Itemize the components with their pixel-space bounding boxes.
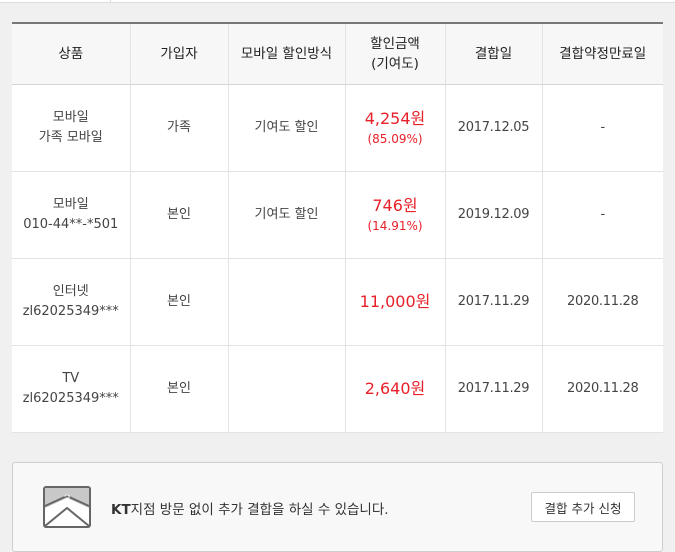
subscriber-cell: 본인 bbox=[130, 171, 229, 259]
product-cell: TV zl62025349*** bbox=[12, 345, 131, 433]
bundle-discount-table: 상품 가입자 모바일 할인방식 할인금액 (기여도) 결합일 결합약정만료일 모바… bbox=[12, 22, 663, 433]
table-row: TV zl62025349*** 본인 2,640원 2017.11.29 202… bbox=[12, 345, 663, 433]
header-product: 상품 bbox=[12, 23, 131, 85]
subscriber-cell: 가족 bbox=[130, 84, 229, 172]
expiry-cell: - bbox=[542, 84, 663, 172]
amount-cell: 11,000원 bbox=[345, 258, 446, 346]
table-row: 모바일 가족 모바일 가족 기여도 할인 4,254원 (85.09%) 2017.… bbox=[12, 84, 663, 172]
join-date-cell: 2017.11.29 bbox=[445, 345, 543, 433]
expiry-cell: - bbox=[542, 171, 663, 259]
join-date-cell: 2017.12.05 bbox=[445, 84, 543, 172]
header-expiry: 결합약정만료일 bbox=[542, 23, 663, 85]
add-bundle-button[interactable]: 결합 추가 신청 bbox=[531, 492, 635, 522]
add-bundle-notice: ? KT지점 방문 없이 추가 결합을 하실 수 있습니다. 결합 추가 신청 bbox=[12, 462, 663, 552]
product-cell: 인터넷 zl62025349*** bbox=[12, 258, 131, 346]
join-date-cell: 2019.12.09 bbox=[445, 171, 543, 259]
expiry-cell: 2020.11.28 bbox=[542, 345, 663, 433]
join-date-cell: 2017.11.29 bbox=[445, 258, 543, 346]
method-cell: 기여도 할인 bbox=[228, 84, 346, 172]
method-cell bbox=[228, 345, 346, 433]
method-cell bbox=[228, 258, 346, 346]
envelope-question-icon: ? bbox=[43, 486, 91, 528]
amount-cell: 4,254원 (85.09%) bbox=[345, 84, 446, 172]
header-method: 모바일 할인방식 bbox=[228, 23, 346, 85]
amount-cell: 746원 (14.91%) bbox=[345, 171, 446, 259]
amount-cell: 2,640원 bbox=[345, 345, 446, 433]
header-join-date: 결합일 bbox=[445, 23, 543, 85]
method-cell: 기여도 할인 bbox=[228, 171, 346, 259]
subscriber-cell: 본인 bbox=[130, 345, 229, 433]
table-row: 모바일 010-44**-*501 본인 기여도 할인 746원 (14.91%) … bbox=[12, 171, 663, 259]
header-subscriber: 가입자 bbox=[130, 23, 229, 85]
table-row: 인터넷 zl62025349*** 본인 11,000원 2017.11.29 2… bbox=[12, 258, 663, 346]
subscriber-cell: 본인 bbox=[130, 258, 229, 346]
header-amount: 할인금액 (기여도) bbox=[345, 23, 446, 85]
notice-message: KT지점 방문 없이 추가 결합을 하실 수 있습니다. bbox=[111, 502, 389, 518]
table-header: 상품 가입자 모바일 할인방식 할인금액 (기여도) 결합일 결합약정만료일 bbox=[12, 23, 663, 85]
svg-text:?: ? bbox=[64, 493, 70, 505]
product-cell: 모바일 가족 모바일 bbox=[12, 84, 131, 172]
top-strip bbox=[0, 0, 675, 3]
expiry-cell: 2020.11.28 bbox=[542, 258, 663, 346]
product-cell: 모바일 010-44**-*501 bbox=[12, 171, 131, 259]
